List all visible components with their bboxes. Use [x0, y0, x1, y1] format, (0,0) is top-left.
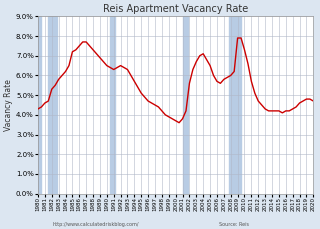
Y-axis label: Vacancy Rate: Vacancy Rate [4, 79, 13, 131]
Bar [38, 16, 41, 194]
Bar [229, 16, 241, 194]
Text: http://www.calculatedriskblog.com/: http://www.calculatedriskblog.com/ [53, 222, 139, 227]
Bar [182, 16, 188, 194]
Text: Source: Reis: Source: Reis [219, 222, 249, 227]
Title: Reis Apartment Vacancy Rate: Reis Apartment Vacancy Rate [103, 4, 248, 14]
Bar [48, 16, 57, 194]
Bar [110, 16, 116, 194]
